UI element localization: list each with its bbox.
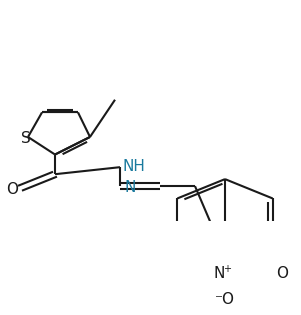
- Text: O: O: [276, 266, 288, 281]
- Text: O: O: [6, 182, 18, 197]
- Text: N: N: [213, 266, 225, 281]
- Text: NH: NH: [123, 159, 145, 174]
- Text: +: +: [223, 264, 231, 274]
- Text: ⁻O: ⁻O: [215, 292, 235, 307]
- Text: N: N: [124, 180, 136, 195]
- Text: S: S: [21, 131, 31, 146]
